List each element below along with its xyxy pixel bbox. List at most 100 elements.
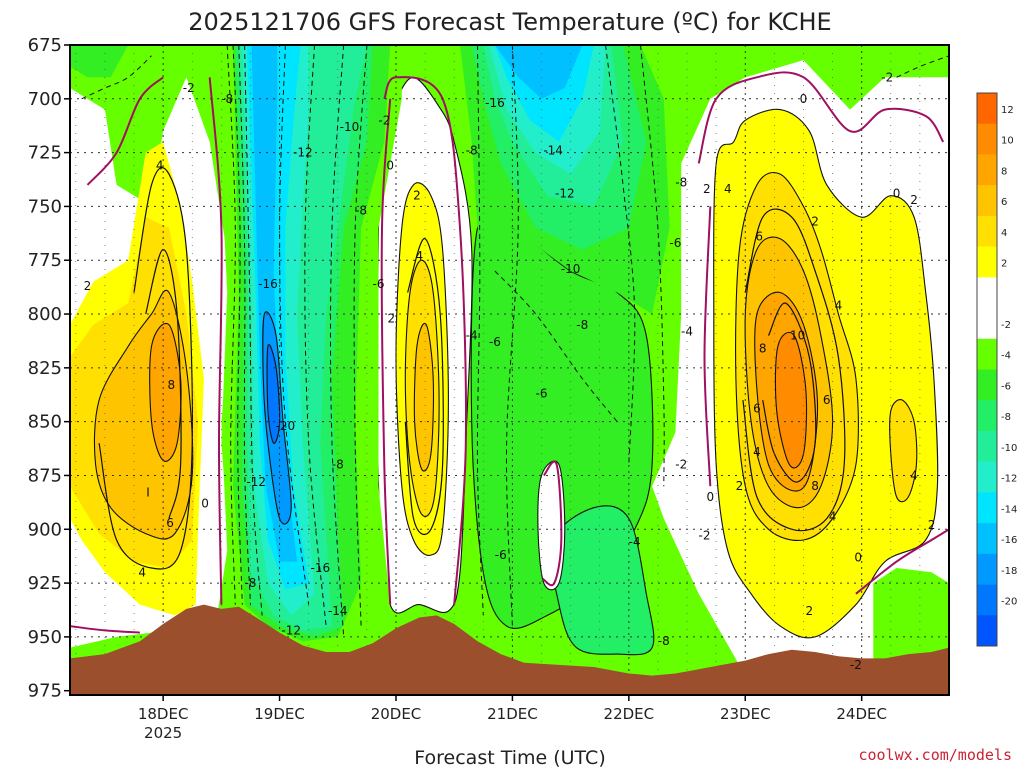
- y-tick-label-775: 775: [28, 250, 62, 271]
- y-tick-label-975: 975: [28, 681, 62, 702]
- contour-label: -6: [536, 387, 548, 401]
- x-axis-label: Forecast Time (UTC): [414, 747, 605, 768]
- contour-label: -14: [543, 143, 563, 157]
- colorbar-label--18: -18: [1001, 566, 1017, 577]
- contour-label: -2: [699, 529, 711, 543]
- dashed-contour-14: [896, 55, 949, 78]
- colorbar-swatch-15: [977, 553, 997, 585]
- y-tick-label-875: 875: [28, 465, 62, 486]
- contour-label: 0: [201, 496, 209, 510]
- contour-label: -20: [276, 419, 296, 433]
- contour-label: -12: [281, 623, 301, 637]
- y-tick-label-725: 725: [28, 143, 62, 164]
- x-tick-label-22DEC: 22DEC: [604, 705, 655, 723]
- colorbar-label--6: -6: [1001, 381, 1011, 392]
- colorbar-label--8: -8: [1001, 412, 1011, 423]
- colorbar-swatch-17: [977, 615, 997, 647]
- y-tick-label-750: 750: [28, 196, 62, 217]
- contour-label: 2: [703, 182, 711, 196]
- dashed-contour-2: [238, 45, 251, 605]
- contour-label: -4: [681, 324, 693, 338]
- colorbar-frame: [976, 92, 998, 647]
- contour-label: -4: [466, 329, 478, 343]
- contour-label: 4: [415, 249, 423, 263]
- contour-label: 4: [753, 445, 761, 459]
- colorbar: 12 10 8 6 4 2 -2 -4 -6 -8 -10 -12 -14 -16 -18 -20: [976, 92, 1017, 647]
- colorbar-swatch-11: [977, 430, 997, 462]
- contour-label: 0: [893, 187, 901, 201]
- temperature-regions: [70, 45, 949, 691]
- contour-label: -2: [183, 81, 195, 95]
- dashed-contour-5: [304, 45, 327, 627]
- colorbar-label-12: 12: [1001, 105, 1014, 116]
- colorbar-label--10: -10: [1001, 443, 1017, 454]
- contour-label: -12: [246, 475, 266, 489]
- contour-label: -14: [328, 604, 348, 618]
- contour-label: 6: [753, 402, 761, 416]
- contour-label: 10: [790, 329, 805, 343]
- contour-label: -2: [675, 458, 687, 472]
- zero-contour-8: [70, 625, 140, 634]
- solid-contour-1: [145, 248, 182, 519]
- contour-label: -8: [576, 318, 588, 332]
- colorbar-label-6: 6: [1001, 197, 1007, 208]
- dashed-contour-4: [279, 45, 310, 605]
- dashed-contour-10: [605, 45, 636, 465]
- colorbar-label--16: -16: [1001, 535, 1017, 546]
- contour-label: -10: [340, 120, 360, 134]
- contour-label: 0: [854, 550, 862, 564]
- colorbar-swatch-13: [977, 492, 997, 524]
- contour-label: 2: [84, 279, 92, 293]
- contour-label: -12: [555, 187, 575, 201]
- colorbar-label-4: 4: [1001, 228, 1007, 239]
- colorbar-label-8: 8: [1001, 166, 1007, 177]
- contour-label: 0: [800, 92, 808, 106]
- colorbar-swatch-3: [977, 185, 997, 217]
- contour-label: 2: [413, 189, 421, 203]
- colorbar-swatch-1: [977, 123, 997, 155]
- dashed-contour-3: [244, 45, 263, 616]
- contour-label: 4: [910, 468, 918, 482]
- contour-label: 8: [811, 479, 819, 493]
- contour-label: -8: [658, 634, 670, 648]
- solid-contour-0: [98, 167, 193, 570]
- y-tick-label-675: 675: [28, 35, 62, 56]
- colorbar-label--2: -2: [1001, 320, 1011, 331]
- x-tick-label-20DEC: 20DEC: [371, 705, 422, 723]
- y-tick-label-900: 900: [28, 519, 62, 540]
- y-axis-ticks: 675 700 725 750 775 800 825 850 875 900 925 950 975: [28, 35, 70, 702]
- chart-title: 2025121706 GFS Forecast Temperature (ºC)…: [188, 8, 831, 36]
- y-tick-label-700: 700: [28, 89, 62, 110]
- contour-label: -8: [355, 204, 367, 218]
- source-credit: coolwx.com/models: [858, 746, 1012, 764]
- contour-label: -8: [332, 458, 344, 472]
- contour-label: -8: [466, 143, 478, 157]
- contour-label: -2: [378, 113, 390, 127]
- colorbar-label--14: -14: [1001, 504, 1017, 515]
- contour-label: -6: [489, 335, 501, 349]
- contour-label: 0: [386, 159, 394, 173]
- colorbar-swatch-5: [977, 246, 997, 278]
- contour-label: I: [146, 486, 150, 500]
- temp-region--16-27: [251, 45, 297, 562]
- y-tick-label-925: 925: [28, 573, 62, 594]
- temp-region--2-12: [537, 460, 566, 591]
- colorbar-swatch-4: [977, 215, 997, 247]
- dashed-contour-9: [505, 45, 519, 627]
- zero-contour-6: [703, 206, 712, 487]
- temp-region--16-35: [494, 45, 583, 99]
- contour-label: 4: [138, 565, 146, 579]
- contour-label: 8: [759, 341, 767, 355]
- colorbar-label--12: -12: [1001, 474, 1017, 485]
- x-tick-sublabel-18DEC: 2025: [144, 724, 182, 742]
- contour-label: -10: [561, 262, 581, 276]
- contour-label: 6: [823, 393, 831, 407]
- colorbar-swatch-9: [977, 369, 997, 401]
- colorbar-label--20: -20: [1001, 597, 1017, 608]
- contour-label: 2: [736, 479, 744, 493]
- contour-label: -8: [675, 176, 687, 190]
- colorbar-label--4: -4: [1001, 351, 1011, 362]
- zero-contour-1: [208, 77, 223, 605]
